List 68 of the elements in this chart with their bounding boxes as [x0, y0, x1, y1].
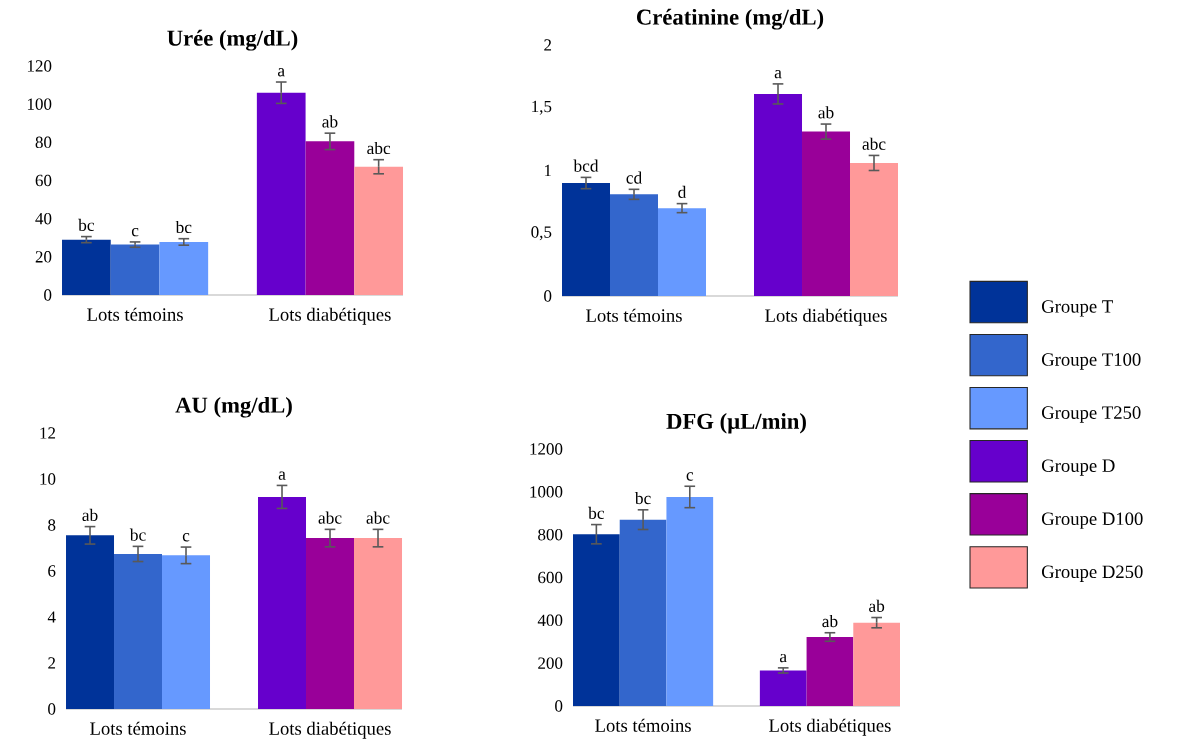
annotation: a	[277, 68, 285, 77]
y-tick-label: 1000	[530, 486, 563, 498]
annotation: ab	[822, 614, 838, 628]
y-tick-label: 8	[48, 519, 56, 531]
y-tick-label: 0	[48, 703, 56, 715]
annotation: c	[131, 227, 139, 237]
annotation: a	[774, 69, 782, 79]
annotation: bc	[129, 528, 146, 541]
y-tick-label: 20	[35, 251, 52, 263]
y-tick-label: 120	[27, 60, 52, 72]
x-tick-label: Lots témoins	[90, 721, 186, 735]
x-tick-label: Lots diabétiques	[765, 308, 887, 326]
y-tick-label: 600	[538, 571, 563, 584]
y-tick-label: 80	[35, 136, 52, 149]
y-tick-label: 200	[538, 657, 563, 669]
y-tick-label: 40	[35, 212, 52, 225]
y-tick-label: 400	[537, 614, 563, 627]
annotation: bc	[634, 492, 651, 505]
annotation: d	[678, 185, 687, 199]
x-tick-label: Lots diabétiques	[269, 307, 391, 325]
annotation: ab	[818, 106, 834, 119]
y-tick-label: 6	[48, 565, 56, 577]
x-tick-label: Lots témoins	[87, 307, 183, 321]
annotation: a	[779, 653, 787, 663]
x-tick-label: Lots témoins	[595, 718, 691, 732]
annotation: abc	[862, 137, 886, 150]
x-tick-label: Lots témoins	[586, 308, 682, 322]
chart-title: Urée (mg/dL)	[167, 29, 298, 51]
y-tick-label: 10	[40, 473, 56, 485]
chart-title: AU (mg/dL)	[175, 396, 292, 418]
annotation: bc	[588, 506, 604, 519]
annotation: cd	[626, 171, 642, 184]
legend-label: Groupe D250	[1041, 565, 1143, 582]
legend-label: Groupe T100	[1041, 353, 1141, 370]
annotation: ab	[869, 599, 885, 612]
annotation: bc	[78, 218, 95, 231]
x-tick-label: Lots diabétiques	[769, 718, 891, 736]
y-tick-label: 60	[35, 174, 52, 187]
annotation: abc	[318, 511, 342, 524]
annotation: bc	[175, 220, 192, 234]
y-tick-label: 0	[555, 700, 563, 712]
y-tick-label: 0	[44, 289, 52, 301]
legend-label: Groupe D100	[1041, 512, 1143, 529]
legend-label: Groupe T250	[1041, 406, 1141, 423]
annotation: abc	[367, 141, 391, 155]
y-tick-label: 4	[47, 611, 56, 623]
y-tick-label: 0,5	[531, 226, 552, 241]
annotation: ab	[82, 508, 98, 521]
y-tick-label: 1	[544, 164, 551, 177]
legend-label: Groupe T	[1041, 300, 1113, 317]
y-tick-label: 12	[40, 427, 56, 439]
y-tick-label: 1,5	[532, 100, 552, 115]
legend-label: Groupe D	[1041, 459, 1115, 476]
y-tick-label: 800	[538, 528, 563, 541]
y-tick-label: 0	[544, 290, 552, 302]
annotation: ab	[322, 115, 338, 128]
y-tick-label: 2	[48, 657, 56, 669]
y-tick-label: 2	[544, 39, 552, 51]
y-tick-label: 100	[27, 98, 52, 110]
annotation: bcd	[573, 159, 599, 172]
x-tick-label: Lots diabétiques	[269, 721, 391, 739]
y-tick-label: 1200	[530, 443, 563, 455]
chart-title: DFG (µL/min)	[666, 413, 806, 434]
annotation: c	[182, 533, 190, 542]
annotation: abc	[366, 511, 390, 524]
chart-title: Créatinine (mg/dL)	[636, 8, 824, 30]
annotation: a	[278, 471, 286, 480]
annotation: c	[686, 472, 694, 481]
